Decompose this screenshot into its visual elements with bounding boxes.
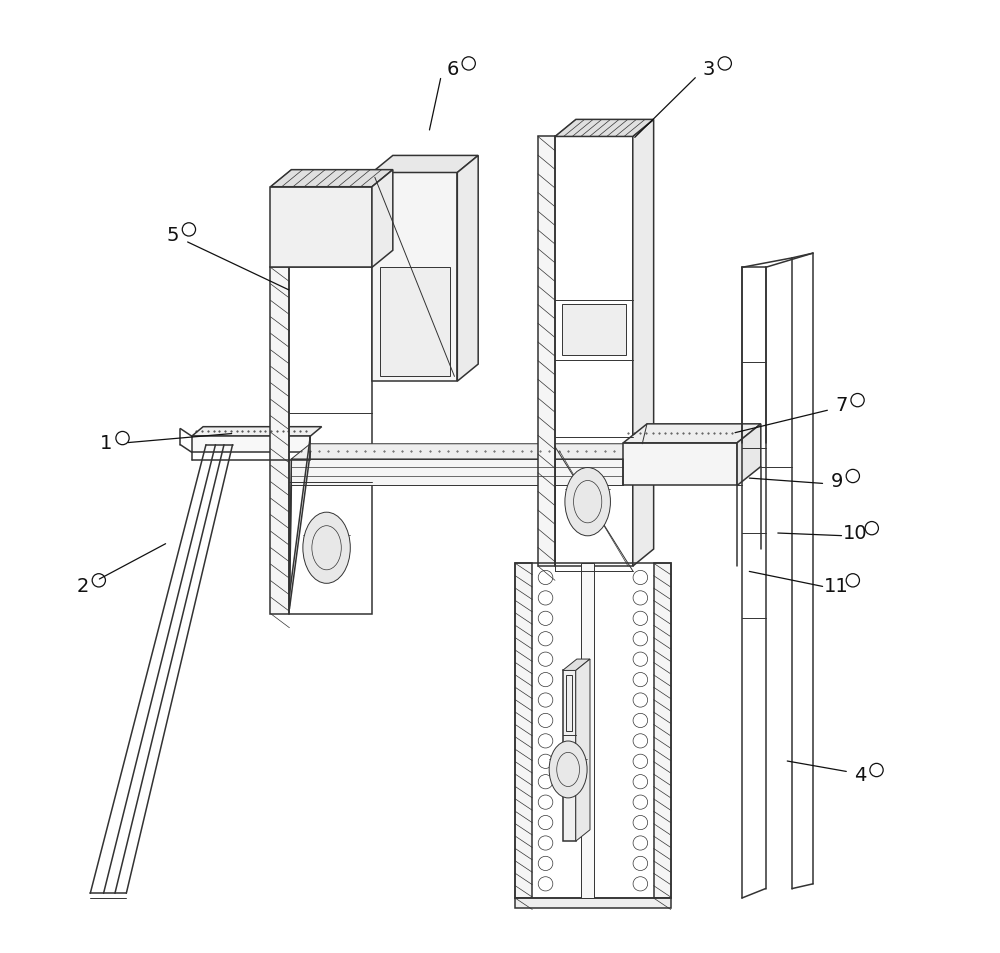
Text: 6: 6 (446, 60, 459, 78)
Text: 11: 11 (824, 576, 849, 595)
Ellipse shape (303, 513, 350, 583)
Polygon shape (270, 171, 393, 188)
Polygon shape (457, 156, 478, 382)
Polygon shape (372, 156, 478, 173)
Text: 2: 2 (76, 576, 89, 595)
Polygon shape (623, 424, 761, 443)
Bar (555, 137, 633, 566)
Polygon shape (538, 137, 555, 566)
Text: 9: 9 (831, 472, 843, 491)
Bar (270, 188, 372, 268)
Bar (581, 563, 594, 898)
Text: 1: 1 (100, 434, 113, 453)
Text: 5: 5 (167, 226, 179, 244)
Polygon shape (291, 444, 642, 459)
Bar (515, 563, 671, 898)
Text: 10: 10 (843, 524, 868, 543)
Polygon shape (737, 424, 761, 486)
Polygon shape (654, 563, 671, 898)
Bar (291, 459, 623, 486)
Bar (623, 443, 737, 486)
Text: 7: 7 (835, 395, 848, 415)
Polygon shape (515, 563, 532, 898)
Bar (289, 268, 372, 614)
Polygon shape (563, 659, 590, 671)
Bar (380, 268, 450, 377)
Ellipse shape (549, 741, 587, 798)
Polygon shape (633, 120, 654, 566)
Polygon shape (576, 659, 590, 841)
Bar (563, 671, 576, 841)
Polygon shape (555, 120, 654, 137)
Bar (562, 305, 626, 355)
Polygon shape (192, 427, 322, 436)
Polygon shape (372, 171, 393, 268)
Bar (192, 436, 310, 453)
Text: 4: 4 (854, 765, 867, 784)
Bar (372, 173, 457, 382)
Polygon shape (515, 898, 671, 907)
Ellipse shape (565, 468, 610, 537)
Polygon shape (270, 268, 289, 614)
Bar (566, 676, 572, 731)
Text: 3: 3 (702, 60, 715, 78)
